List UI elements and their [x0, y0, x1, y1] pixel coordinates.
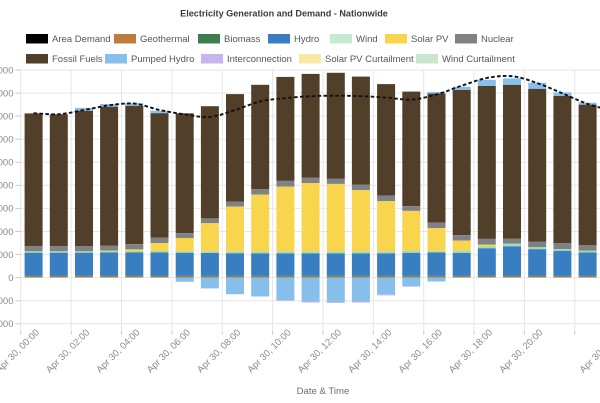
svg-text:50,000: 50,000 — [0, 158, 14, 169]
svg-text:Geothermal: Geothermal — [140, 34, 190, 45]
svg-text:Pumped Hydro: Pumped Hydro — [131, 54, 194, 65]
svg-text:20,000: 20,000 — [0, 227, 14, 238]
svg-text:Hydro: Hydro — [294, 34, 319, 45]
svg-text:Date & Time: Date & Time — [297, 386, 350, 397]
svg-text:-10,000: -10,000 — [0, 296, 14, 307]
svg-text:90,000: 90,000 — [0, 65, 14, 76]
svg-text:Solar PV: Solar PV — [411, 34, 449, 45]
svg-text:60,000: 60,000 — [0, 135, 14, 146]
svg-text:Wind: Wind — [356, 34, 378, 45]
svg-text:70,000: 70,000 — [0, 111, 14, 122]
svg-text:0: 0 — [8, 273, 13, 284]
svg-text:Electricity Generation and Dem: Electricity Generation and Demand - Nati… — [180, 9, 388, 19]
svg-text:10,000: 10,000 — [0, 250, 14, 261]
svg-text:Solar PV Curtailment: Solar PV Curtailment — [325, 54, 414, 65]
svg-text:80,000: 80,000 — [0, 88, 14, 99]
svg-text:Fossil Fuels: Fossil Fuels — [52, 54, 103, 65]
svg-text:30,000: 30,000 — [0, 204, 14, 215]
svg-text:40,000: 40,000 — [0, 181, 14, 192]
svg-text:Interconnection: Interconnection — [227, 54, 292, 65]
svg-text:Wind Curtailment: Wind Curtailment — [442, 54, 515, 65]
svg-text:Nuclear: Nuclear — [481, 34, 514, 45]
svg-text:Area Demand: Area Demand — [52, 34, 111, 45]
svg-text:Biomass: Biomass — [224, 34, 261, 45]
svg-text:-20,000: -20,000 — [0, 319, 14, 330]
